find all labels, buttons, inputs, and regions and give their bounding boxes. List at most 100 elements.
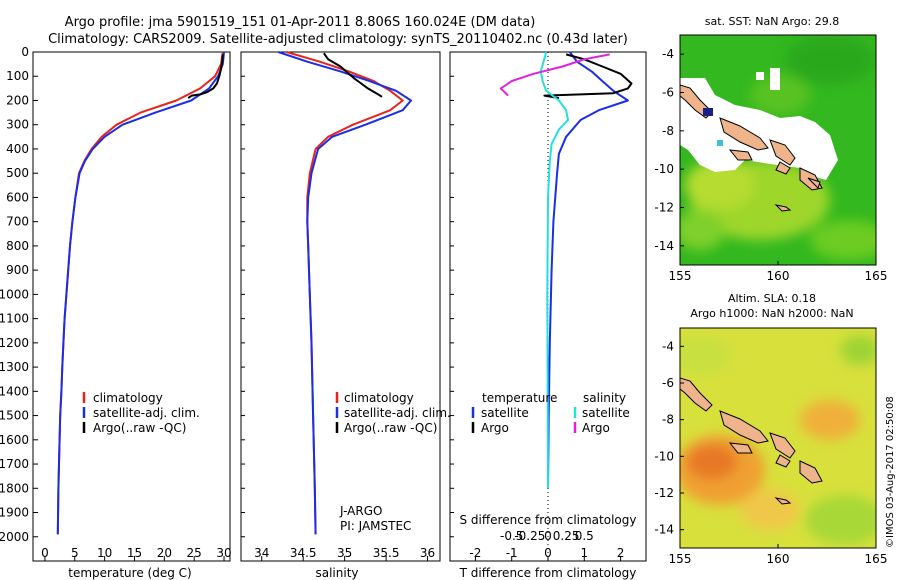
sla-map-ticks: 155 160 165 -4 -6 -8 -10 -12 -14 bbox=[654, 339, 887, 566]
y-tick-label: 1200 bbox=[0, 336, 29, 350]
island bbox=[728, 149, 753, 161]
sst-missing-data-white bbox=[770, 68, 780, 90]
difference-top-ticks: -0.5-0.250 0.250.5 bbox=[500, 529, 594, 543]
sla-patch bbox=[680, 335, 730, 375]
top-tick-label: 0.5 bbox=[575, 529, 594, 543]
map-y-tick-label: -8 bbox=[662, 413, 674, 427]
island bbox=[719, 410, 769, 444]
x-tick-label: -2 bbox=[469, 546, 481, 560]
x-tick-label: 25 bbox=[187, 546, 202, 560]
y-tick-label: 1900 bbox=[0, 506, 29, 520]
legend-climatology-label: climatology bbox=[93, 391, 163, 405]
y-tick-label: 0 bbox=[21, 45, 29, 59]
x-tick-label: 0 bbox=[544, 546, 552, 560]
series-line-climatology bbox=[286, 51, 404, 535]
legend-argo-label: Argo(..raw -QC) bbox=[344, 421, 437, 435]
y-tick-label: 700 bbox=[6, 215, 29, 229]
x-tick-label: 20 bbox=[157, 546, 172, 560]
legend-temperature-heading: temperature bbox=[482, 391, 557, 405]
island bbox=[775, 161, 791, 175]
map-y-tick-label: -14 bbox=[654, 523, 674, 537]
island bbox=[775, 454, 791, 468]
temperature-axes-box bbox=[32, 51, 231, 562]
sst-missing-data-white bbox=[680, 78, 838, 180]
legend-temp-satellite-label: satellite bbox=[481, 406, 529, 420]
sla-patch bbox=[800, 400, 860, 440]
sst-missing-data-white bbox=[756, 72, 764, 80]
legend-satellite-label: satellite-adj. clim. bbox=[93, 406, 200, 420]
legend-satellite-label: satellite-adj. clim. bbox=[344, 406, 451, 420]
legend-argo-label: Argo(..raw -QC) bbox=[93, 421, 186, 435]
salinity-lines bbox=[241, 51, 412, 538]
y-tick-label: 800 bbox=[6, 239, 29, 253]
temperature-xlabel: temperature (deg C) bbox=[68, 566, 191, 580]
y-tick-label: 2000 bbox=[0, 530, 29, 544]
island bbox=[807, 177, 821, 189]
series-line-satellite-adj-clim- bbox=[277, 51, 412, 535]
series-line-temperature-argo bbox=[543, 53, 633, 100]
island bbox=[680, 377, 713, 412]
series-line-salinity-satellite bbox=[539, 51, 569, 489]
x-tick-label: 30 bbox=[216, 546, 231, 560]
island bbox=[799, 460, 823, 484]
map-y-tick-label: -6 bbox=[662, 86, 674, 100]
temperature-legend: climatology satellite-adj. clim. Argo(..… bbox=[82, 391, 200, 435]
sst-map-title: sat. SST: NaN Argo: 29.8 bbox=[705, 15, 839, 28]
x-tick-label: 34 bbox=[254, 546, 269, 560]
series-line-salinity-argo bbox=[499, 53, 610, 97]
sst-map-panel: sat. SST: NaN Argo: 29.8 bbox=[654, 15, 888, 283]
sst-patch bbox=[750, 75, 810, 115]
x-tick-label: 5 bbox=[71, 546, 79, 560]
y-tick-label: 1100 bbox=[0, 312, 29, 326]
salinity-x-ticks: 34 34.5 35 35.5 36 bbox=[254, 546, 435, 561]
map-x-tick-label: 165 bbox=[865, 552, 888, 566]
temperature-y-ticks: 0 100 200 300 400 500 600 700 800 900 1000 1100 1200… bbox=[0, 45, 38, 544]
x-tick-label: 15 bbox=[127, 546, 142, 560]
series-line-climatology bbox=[56, 51, 224, 535]
top-tick-label: 0.25 bbox=[553, 529, 580, 543]
map-y-tick-label: -14 bbox=[654, 239, 674, 253]
sst-variation bbox=[680, 35, 876, 260]
series-line-satellite-adj-clim- bbox=[56, 51, 225, 535]
map-y-tick-label: -12 bbox=[654, 486, 674, 500]
y-tick-label: 100 bbox=[6, 69, 29, 83]
difference-panel: -2 -1 0 1 2 -0.5-0.250 0.250.5 S difference f… bbox=[449, 51, 647, 580]
map-y-tick-label: -4 bbox=[662, 339, 674, 353]
sst-patch bbox=[680, 210, 725, 250]
sla-patch bbox=[840, 335, 876, 365]
y-tick-label: 1600 bbox=[0, 433, 29, 447]
map-x-tick-label: 165 bbox=[865, 269, 888, 283]
legend-sal-satellite-label: satellite bbox=[582, 406, 630, 420]
temperature-x-ticks: 0 5 10 15 20 25 30 bbox=[41, 546, 232, 561]
difference-xlabel: T difference from climatology bbox=[459, 566, 637, 580]
salinity-legend: climatology satellite-adj. clim. Argo(..… bbox=[335, 391, 451, 435]
y-tick-label: 900 bbox=[6, 263, 29, 277]
y-tick-label: 1400 bbox=[0, 384, 29, 398]
sla-map-title-2: Argo h1000: NaN h2000: NaN bbox=[690, 307, 853, 320]
y-tick-label: 400 bbox=[6, 142, 29, 156]
salinity-xlabel: salinity bbox=[315, 566, 358, 580]
island bbox=[774, 204, 792, 212]
y-tick-label: 300 bbox=[6, 118, 29, 132]
map-x-tick-label: 160 bbox=[767, 552, 790, 566]
temperature-lines bbox=[56, 51, 225, 535]
sla-map-title-1: Altim. SLA: 0.18 bbox=[728, 292, 816, 305]
difference-top-label: S difference from climatology bbox=[460, 513, 637, 527]
x-tick-label: -1 bbox=[506, 546, 518, 560]
x-tick-label: 10 bbox=[97, 546, 112, 560]
island bbox=[774, 497, 792, 505]
sst-patch bbox=[785, 35, 875, 85]
sst-patch bbox=[810, 220, 876, 260]
y-tick-label: 1300 bbox=[0, 360, 29, 374]
legend-climatology-label: climatology bbox=[344, 391, 414, 405]
title-line-1: Argo profile: jma 5901519_151 01-Apr-201… bbox=[65, 15, 536, 30]
island bbox=[728, 442, 753, 454]
salinity-note-project: J-ARGO bbox=[339, 504, 382, 518]
sla-patch bbox=[740, 490, 800, 530]
series-line-argo-raw-qc- bbox=[323, 52, 383, 98]
map-y-tick-label: -6 bbox=[662, 376, 674, 390]
y-tick-label: 1500 bbox=[0, 409, 29, 423]
sla-islands bbox=[680, 377, 823, 505]
title-line-2: Climatology: CARS2009. Satellite-adjuste… bbox=[48, 32, 628, 47]
